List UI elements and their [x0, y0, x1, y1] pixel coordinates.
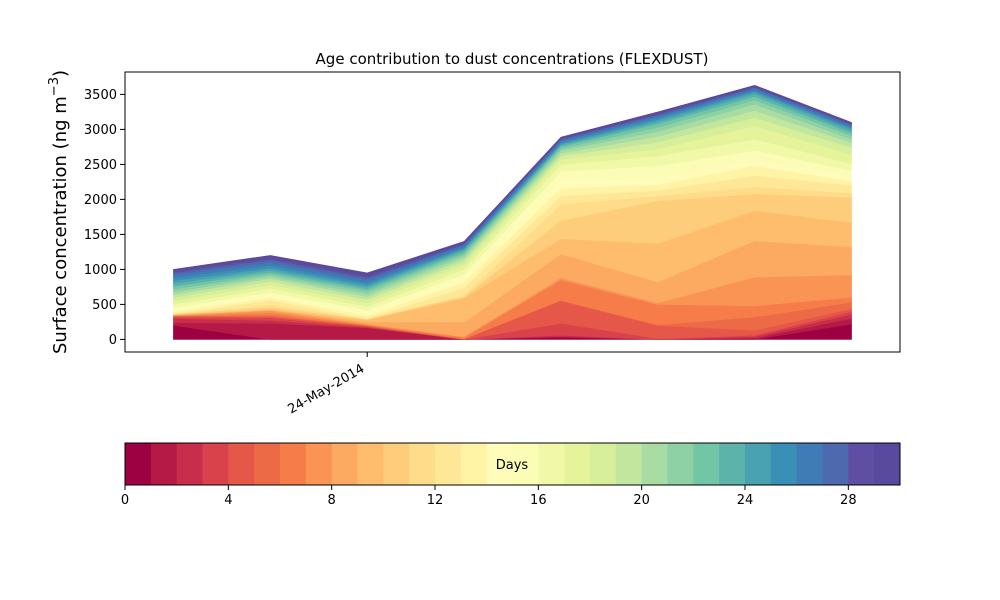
plot-frame — [124, 71, 901, 353]
colorbar-tick-label: 0 — [121, 493, 129, 508]
colorbar-segment-11 — [409, 443, 436, 485]
colorbar-segment-25 — [770, 443, 798, 485]
colorbar-segment-24 — [745, 443, 772, 485]
y-tick-label: 1000 — [84, 263, 117, 278]
colorbar-tick-label: 20 — [633, 493, 650, 508]
colorbar-segment-14 — [486, 443, 513, 485]
colorbar-frame — [124, 442, 901, 486]
colorbar-segment-13 — [460, 443, 488, 485]
colorbar-tick-label: 12 — [427, 493, 444, 508]
colorbar-tick-label: 4 — [224, 493, 232, 508]
colorbar-segment-15 — [512, 443, 539, 485]
colorbar-segment-26 — [796, 443, 823, 485]
stacked-area-plot — [173, 84, 852, 340]
colorbar-segment-29 — [874, 443, 901, 485]
colorbar-segment-17 — [564, 443, 591, 485]
x-axis: 24-May-2014 — [286, 352, 368, 417]
colorbar-segment-5 — [254, 443, 281, 485]
x-tick-label: 24-May-2014 — [286, 361, 368, 417]
colorbar-segment-2 — [176, 443, 203, 485]
y-axis-label-superscript: −3 — [47, 77, 62, 96]
y-tick-label: 500 — [92, 298, 117, 313]
chart-title: Age contribution to dust concentrations … — [316, 50, 709, 68]
colorbar-segment-28 — [848, 443, 875, 485]
colorbar-tick-label: 28 — [840, 493, 857, 508]
area-age-29 — [173, 84, 852, 277]
colorbar-segment-16 — [538, 443, 565, 485]
y-axis: 0 500 1000 1500 2000 2500 3000 3500 — [84, 88, 125, 348]
colorbar-segment-7 — [305, 443, 333, 485]
colorbar-segment-18 — [590, 443, 617, 485]
colorbar-segment-9 — [357, 443, 384, 485]
colorbar-tick-label: 8 — [328, 493, 336, 508]
colorbar-segment-21 — [667, 443, 694, 485]
y-tick-label: 2000 — [84, 193, 117, 208]
colorbar-segment-23 — [719, 443, 746, 485]
y-tick-label: 3000 — [84, 123, 117, 138]
y-axis-label-close: ) — [50, 70, 71, 77]
colorbar-tick-label: 24 — [737, 493, 754, 508]
colorbar-segment-19 — [615, 443, 643, 485]
y-tick-label: 2500 — [84, 158, 117, 173]
colorbar-segment-1 — [150, 443, 178, 485]
colorbar-tick-label: 16 — [530, 493, 547, 508]
colorbar-segment-12 — [435, 443, 462, 485]
colorbar-segment-20 — [641, 443, 668, 485]
colorbar-segment-4 — [228, 443, 255, 485]
y-axis-label-text: Surface concentration (ng m — [50, 96, 71, 354]
y-tick-label: 3500 — [84, 88, 117, 103]
colorbar-label: Days — [496, 458, 529, 473]
colorbar-segment-8 — [331, 443, 358, 485]
colorbar-segment-3 — [202, 443, 229, 485]
colorbar-segment-27 — [822, 443, 849, 485]
colorbar-segment-22 — [693, 443, 720, 485]
colorbar-segment-10 — [383, 443, 410, 485]
colorbar-segment-6 — [280, 443, 307, 485]
y-tick-label: 0 — [109, 333, 117, 348]
colorbar: 0 4 8 12 16 20 24 28 — [121, 442, 901, 508]
colorbar-segment-0 — [125, 443, 152, 485]
y-tick-label: 1500 — [84, 228, 117, 243]
y-axis-label: Surface concentration (ng m−3) — [47, 70, 71, 354]
